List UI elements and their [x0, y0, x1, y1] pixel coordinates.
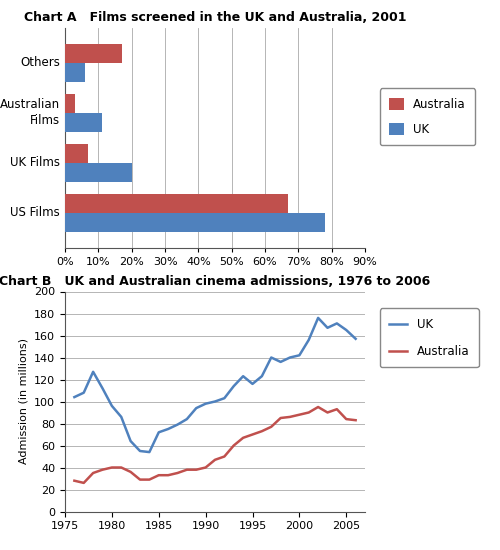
Legend: Australia, UK: Australia, UK	[380, 89, 475, 145]
Australia	[118, 464, 124, 471]
Bar	[65, 194, 288, 212]
Australia	[156, 472, 162, 478]
Australia	[128, 469, 134, 475]
Title: Chart A   Films screened in the UK and Australia, 2001: Chart A Films screened in the UK and Aus…	[24, 10, 406, 24]
Australia	[193, 466, 199, 473]
UK	[128, 438, 134, 444]
Australia	[72, 477, 78, 484]
Australia	[296, 411, 302, 418]
UK	[72, 394, 78, 400]
Line: Australia: Australia	[74, 407, 356, 483]
UK	[222, 395, 228, 402]
Bar	[65, 63, 85, 81]
UK	[81, 389, 87, 396]
Australia	[240, 434, 246, 441]
Australia	[259, 428, 265, 435]
Australia	[324, 409, 330, 416]
Australia	[174, 470, 180, 476]
Australia	[268, 424, 274, 430]
Bar	[65, 43, 122, 63]
Australia	[306, 409, 312, 416]
Title: Chart B   UK and Australian cinema admissions, 1976 to 2006: Chart B UK and Australian cinema admissi…	[0, 274, 430, 288]
UK	[156, 429, 162, 436]
Legend: UK, Australia: UK, Australia	[380, 309, 478, 367]
Australia	[315, 404, 321, 410]
UK	[100, 385, 105, 392]
Australia	[146, 476, 152, 483]
UK	[202, 400, 208, 407]
UK	[315, 315, 321, 321]
UK	[278, 359, 283, 365]
UK	[343, 327, 349, 333]
UK	[174, 421, 180, 428]
Australia	[250, 431, 256, 438]
Australia	[287, 414, 293, 420]
UK	[250, 381, 256, 387]
UK	[212, 398, 218, 405]
Australia	[352, 417, 358, 424]
UK	[240, 373, 246, 380]
Australia	[90, 470, 96, 476]
UK	[184, 416, 190, 422]
Australia	[222, 453, 228, 460]
UK	[334, 320, 340, 327]
UK	[287, 354, 293, 361]
UK	[165, 426, 171, 432]
UK	[137, 448, 143, 454]
Australia	[212, 456, 218, 463]
UK	[352, 336, 358, 342]
Bar	[65, 162, 132, 182]
Australia	[137, 476, 143, 483]
Australia	[278, 415, 283, 421]
UK	[306, 337, 312, 343]
Australia	[343, 416, 349, 422]
Australia	[334, 406, 340, 412]
Australia	[109, 464, 115, 471]
Australia	[81, 480, 87, 486]
UK	[118, 414, 124, 420]
UK	[296, 352, 302, 359]
UK	[109, 403, 115, 409]
UK	[259, 373, 265, 380]
Bar	[65, 212, 325, 232]
Bar	[65, 113, 102, 131]
UK	[193, 405, 199, 411]
Australia	[231, 442, 237, 449]
Bar	[65, 144, 88, 162]
Australia	[100, 466, 105, 473]
Y-axis label: Admission (in millions): Admission (in millions)	[18, 338, 28, 465]
Australia	[165, 472, 171, 478]
Line: UK: UK	[74, 318, 356, 452]
Australia	[202, 464, 208, 471]
UK	[231, 383, 237, 389]
UK	[324, 324, 330, 331]
Australia	[184, 466, 190, 473]
UK	[146, 449, 152, 455]
UK	[90, 368, 96, 375]
Bar	[65, 94, 75, 113]
UK	[268, 354, 274, 361]
